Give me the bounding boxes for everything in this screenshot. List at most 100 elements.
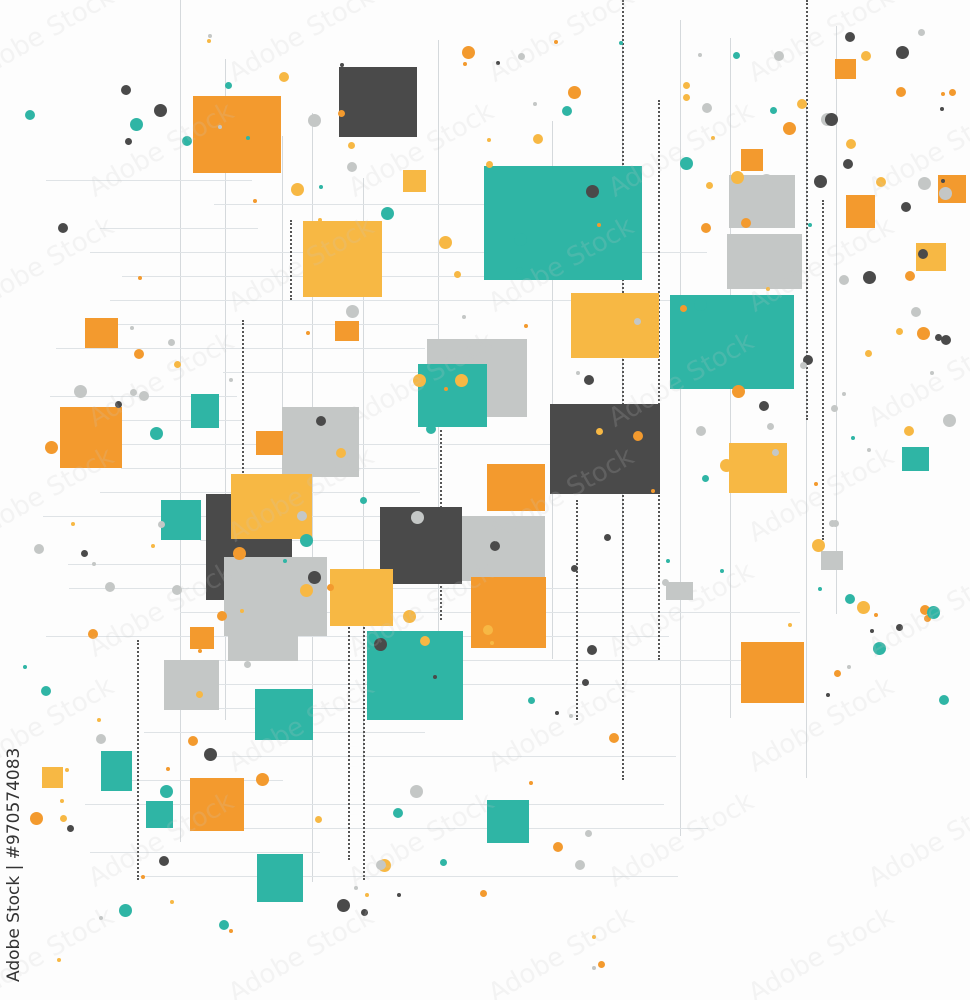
teal-square: [146, 801, 173, 828]
dark-dot: [339, 62, 344, 67]
yellow-dot: [348, 141, 356, 149]
dark-dot: [825, 112, 839, 126]
vertical-line: [806, 99, 807, 778]
dark-dot: [67, 825, 75, 833]
vertical-line: [552, 120, 553, 660]
yellow-dot: [903, 426, 914, 437]
gray-dot: [34, 543, 45, 554]
yellow-dot: [290, 183, 304, 197]
horizontal-line: [216, 708, 444, 709]
gray-dot: [461, 315, 466, 320]
orange-dot: [134, 348, 145, 359]
gray-dot: [99, 915, 104, 920]
orange-dot: [338, 110, 346, 118]
dark-dot: [337, 899, 351, 913]
orange-square: [190, 627, 214, 649]
yellow-dot: [70, 521, 75, 526]
horizontal-line: [205, 756, 676, 757]
gray-dot: [376, 859, 387, 870]
yellow-square: [403, 170, 426, 192]
watermark-text: Adobe Stock: [603, 786, 760, 894]
yellow-dot: [65, 768, 70, 773]
teal-dot: [159, 784, 173, 798]
yellow-dot: [490, 640, 495, 645]
orange-dot: [679, 305, 687, 313]
yellow-dot: [56, 958, 61, 963]
orange-dot: [305, 331, 310, 336]
watermark-text: Adobe Stock: [83, 556, 240, 664]
yellow-dot: [364, 892, 369, 897]
gray-square: [228, 636, 298, 661]
watermark-text: Adobe Stock: [743, 901, 900, 1000]
horizontal-line: [170, 660, 779, 661]
vertical-line: [312, 112, 313, 883]
gray-dot: [307, 114, 321, 128]
dark-dot: [554, 711, 559, 716]
gray-dot: [830, 405, 838, 413]
orange-dot: [166, 766, 171, 771]
orange-square: [835, 59, 856, 79]
dark-dot: [373, 637, 387, 651]
teal-square: [191, 394, 219, 428]
yellow-dot: [788, 623, 793, 628]
dark-dot: [802, 354, 813, 365]
teal-dot: [224, 82, 232, 90]
teal-dot: [926, 605, 940, 619]
orange-dot: [524, 324, 529, 329]
gray-dot: [842, 391, 847, 396]
teal-dot: [22, 665, 27, 670]
teal-dot: [380, 207, 394, 221]
teal-dot: [182, 135, 193, 146]
gray-dot: [701, 103, 712, 114]
gray-dot: [832, 519, 840, 527]
gray-dot: [410, 511, 424, 525]
yellow-square: [330, 569, 393, 626]
orange-dot: [568, 86, 582, 100]
gray-dot: [760, 173, 774, 187]
dark-dot: [941, 335, 952, 346]
dark-dot: [586, 644, 597, 655]
gray-dot: [229, 377, 234, 382]
gray-dot: [911, 307, 921, 318]
orange-dot: [834, 669, 842, 677]
yellow-dot: [532, 133, 543, 144]
teal-dot: [770, 107, 778, 115]
gray-dot: [662, 578, 670, 586]
horizontal-line: [100, 228, 259, 229]
yellow-dot: [876, 177, 887, 188]
vertical-line: [680, 20, 681, 837]
yellow-dot: [60, 799, 65, 804]
stock-credit: Adobe Stock | #970574083: [4, 747, 24, 982]
yellow-dot: [239, 608, 244, 613]
dark-dot: [124, 138, 132, 146]
orange-dot: [597, 222, 602, 227]
dotted-line: [363, 620, 365, 880]
yellow-dot: [705, 181, 713, 189]
teal-square: [670, 295, 794, 389]
yellow-dot: [731, 170, 745, 184]
teal-dot: [850, 435, 855, 440]
orange-dot: [920, 605, 931, 616]
orange-dot: [444, 386, 449, 391]
dark-dot: [759, 401, 769, 412]
dark-dot: [489, 541, 500, 552]
orange-dot: [216, 611, 227, 622]
gray-dot: [938, 186, 952, 200]
teal-square: [902, 447, 929, 471]
gray-dot: [867, 447, 872, 452]
gray-dot: [105, 581, 116, 592]
yellow-dot: [796, 99, 807, 110]
yellow-dot: [861, 51, 872, 62]
orange-dot: [138, 275, 143, 280]
horizontal-line: [214, 204, 580, 205]
yellow-dot: [591, 934, 596, 939]
gray-dot: [766, 422, 774, 430]
orange-dot: [923, 615, 931, 623]
orange-dot: [916, 326, 930, 340]
yellow-dot: [811, 539, 825, 553]
orange-dot: [701, 223, 712, 234]
teal-dot: [219, 919, 230, 930]
watermark-text: Adobe Stock: [863, 786, 970, 894]
watermark-text: Adobe Stock: [483, 671, 640, 779]
